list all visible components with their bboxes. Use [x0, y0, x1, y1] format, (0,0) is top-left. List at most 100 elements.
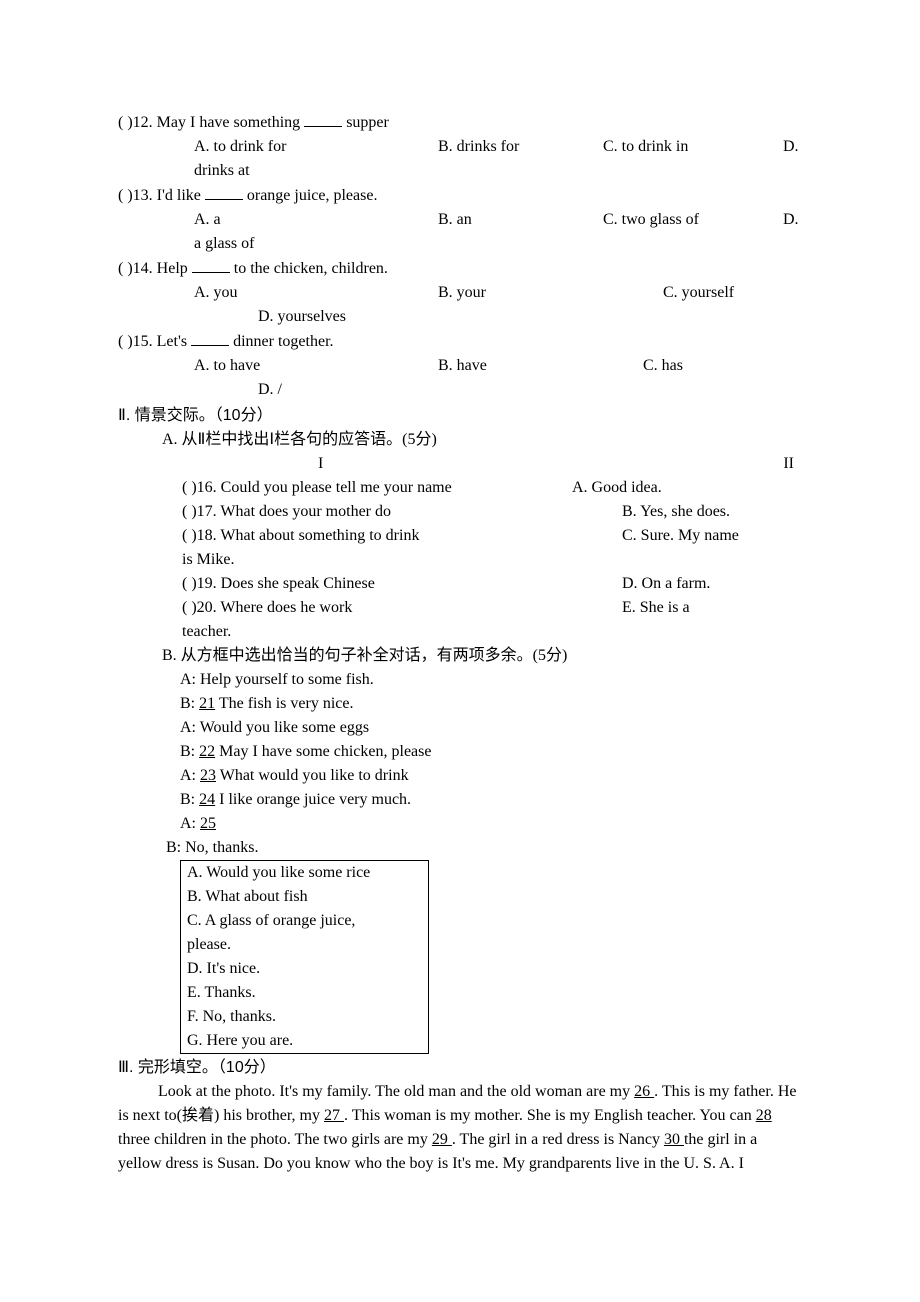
p1c: . This woman is my mother. She is my Eng… — [344, 1107, 756, 1124]
match-20: ( )20. Where does he work E. She is a — [118, 596, 802, 620]
pre: A: — [180, 767, 200, 784]
dialog-line-4: B: 22 May I have some chicken, please — [118, 740, 802, 764]
pre: B: — [180, 695, 199, 712]
question-12-options: A. to drink for B. drinks for C. to drin… — [118, 135, 802, 159]
match-left: ( )20. Where does he work — [182, 596, 572, 620]
section-2-subB: B. 从方框中选出恰当的句子补全对话，有两项多余。(5分) — [118, 644, 802, 668]
q13-post: orange juice, please. — [243, 187, 378, 204]
question-13-stem: ( )13. I'd like orange juice, please. — [118, 183, 802, 208]
q15-pre: ( )15. Let's — [118, 333, 191, 350]
question-12-stem: ( )12. May I have something supper — [118, 110, 802, 135]
option-a: A. a — [194, 208, 438, 232]
match-18-wrap: is Mike. — [118, 548, 802, 572]
q12-pre: ( )12. May I have something — [118, 114, 304, 131]
box-opt-d: D. It's nice. — [187, 957, 422, 981]
match-left: ( )19. Does she speak Chinese — [182, 572, 572, 596]
option-b: B. have — [438, 354, 643, 378]
dialog-line-5: A: 23 What would you like to drink — [118, 764, 802, 788]
blank-30: 30 — [664, 1131, 684, 1148]
cloze-paragraph: Look at the photo. It's my family. The o… — [118, 1080, 802, 1176]
blank-27: 27 — [324, 1107, 344, 1124]
box-opt-a: A. Would you like some rice — [187, 861, 422, 885]
p1e: . The girl in a red dress is Nancy — [452, 1131, 664, 1148]
post: The fish is very nice. — [215, 695, 353, 712]
dialog-line-7: A: 25 — [118, 812, 802, 836]
col-I: I — [118, 452, 323, 476]
match-right: C. Sure. My name — [572, 524, 802, 548]
match-20-wrap: teacher. — [118, 620, 802, 644]
section-2-subA: A. 从Ⅱ栏中找出Ⅰ栏各句的应答语。(5分) — [118, 428, 802, 452]
match-right: B. Yes, she does. — [572, 500, 802, 524]
option-d: D. — [783, 135, 799, 159]
post: I like orange juice very much. — [215, 791, 411, 808]
option-c: C. two glass of — [603, 208, 783, 232]
q12-post: supper — [342, 114, 389, 131]
blank-num: 24 — [199, 791, 215, 808]
box-opt-c: C. A glass of orange juice, — [187, 909, 422, 933]
blank-29: 29 — [432, 1131, 452, 1148]
question-15-options: A. to have B. have C. has — [118, 354, 802, 378]
question-15-stem: ( )15. Let's dinner together. — [118, 329, 802, 354]
q14-post: to the chicken, children. — [230, 260, 388, 277]
match-17: ( )17. What does your mother do B. Yes, … — [118, 500, 802, 524]
option-b: B. an — [438, 208, 603, 232]
blank — [205, 183, 243, 200]
option-c: C. yourself — [663, 281, 734, 305]
blank-num: 21 — [199, 695, 215, 712]
dialog-line-6: B: 24 I like orange juice very much. — [118, 788, 802, 812]
pre: B: — [180, 791, 199, 808]
blank — [191, 329, 229, 346]
q15-post: dinner together. — [229, 333, 333, 350]
page-root: ( )12. May I have something supper A. to… — [0, 0, 920, 1302]
option-b: B. drinks for — [438, 135, 603, 159]
dialog-line-3: A: Would you like some eggs — [118, 716, 802, 740]
options-box: A. Would you like some rice B. What abou… — [180, 860, 429, 1054]
question-13-options: A. a B. an C. two glass of D. — [118, 208, 802, 232]
question-12-wrap: drinks at — [118, 159, 802, 183]
match-19: ( )19. Does she speak Chinese D. On a fa… — [118, 572, 802, 596]
dialog-line-2: B: 21 The fish is very nice. — [118, 692, 802, 716]
option-c: C. to drink in — [603, 135, 783, 159]
box-opt-b: B. What about fish — [187, 885, 422, 909]
dialog-line-8: B: No, thanks. — [118, 836, 802, 860]
match-left: ( )16. Could you please tell me your nam… — [182, 476, 572, 500]
dialog-line-1: A: Help yourself to some fish. — [118, 668, 802, 692]
blank-28: 28 — [756, 1107, 772, 1124]
box-opt-g: G. Here you are. — [187, 1029, 422, 1053]
p1d: three children in the photo. The two gir… — [118, 1131, 432, 1148]
box-opt-f: F. No, thanks. — [187, 1005, 422, 1029]
question-13-wrap: a glass of — [118, 232, 802, 256]
question-14-options: A. you B. your C. yourself — [118, 281, 802, 305]
blank-num: 25 — [200, 815, 216, 832]
p1a: Look at the photo. It's my family. The o… — [118, 1083, 634, 1100]
option-a: A. you — [194, 281, 438, 305]
blank — [304, 110, 342, 127]
question-14-stem: ( )14. Help to the chicken, children. — [118, 256, 802, 281]
question-15-wrap: D. / — [118, 378, 802, 402]
blank — [192, 256, 230, 273]
question-14-wrap: D. yourselves — [118, 305, 802, 329]
match-left: ( )17. What does your mother do — [182, 500, 572, 524]
box-opt-e: E. Thanks. — [187, 981, 422, 1005]
post: What would you like to drink — [216, 767, 409, 784]
post: May I have some chicken, please — [215, 743, 431, 760]
column-headers: I II — [118, 452, 802, 476]
match-right: D. On a farm. — [572, 572, 802, 596]
match-right: E. She is a — [572, 596, 802, 620]
q13-pre: ( )13. I'd like — [118, 187, 205, 204]
col-II: II — [783, 452, 802, 476]
section-2-heading: Ⅱ. 情景交际。（10分） — [118, 404, 802, 428]
blank-num: 22 — [199, 743, 215, 760]
option-a: A. to have — [194, 354, 438, 378]
match-18: ( )18. What about something to drink C. … — [118, 524, 802, 548]
option-d: D. — [783, 208, 799, 232]
q14-pre: ( )14. Help — [118, 260, 192, 277]
match-16: ( )16. Could you please tell me your nam… — [118, 476, 802, 500]
option-c: C. has — [643, 354, 683, 378]
option-b: B. your — [438, 281, 663, 305]
section-3-heading: Ⅲ. 完形填空。（10分） — [118, 1056, 802, 1080]
blank-26: 26 — [634, 1083, 654, 1100]
match-left: ( )18. What about something to drink — [182, 524, 572, 548]
blank-num: 23 — [200, 767, 216, 784]
pre: A: — [180, 815, 200, 832]
